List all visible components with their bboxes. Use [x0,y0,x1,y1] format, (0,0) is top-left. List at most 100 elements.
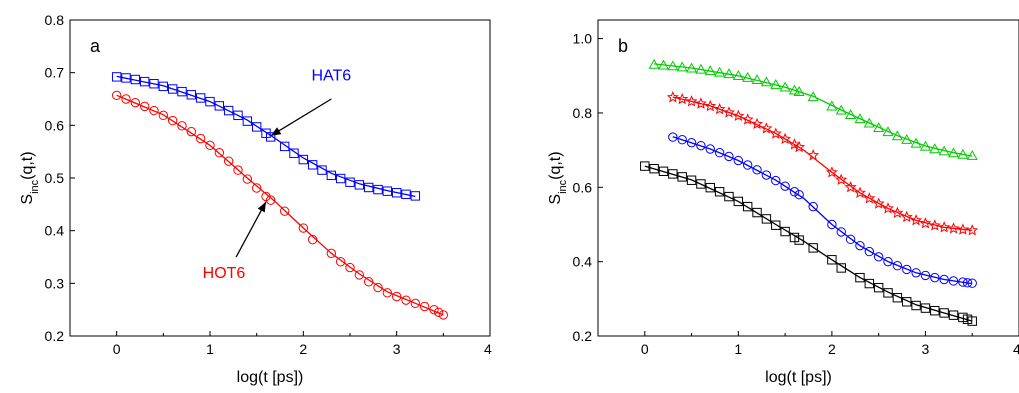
data-point [121,73,131,83]
data-point [345,262,355,273]
data-point [177,121,187,131]
data-point [732,109,745,122]
data-point [794,235,804,245]
y-tick-label: 0.2 [45,328,65,344]
data-point [947,222,960,234]
data-point [345,177,355,187]
annotation-label: HAT6 [311,68,351,85]
data-point [891,130,903,141]
data-point [298,154,309,165]
data-point [827,219,837,230]
data-point [892,261,903,271]
data-point [920,303,931,313]
data-point [205,140,215,151]
data-point [807,91,819,102]
fit-line [644,165,973,322]
data-point [214,101,225,111]
x-tick-label: 2 [299,341,307,357]
data-point [205,96,215,107]
data-point [438,310,449,320]
annotation: HOT6 [203,201,267,282]
data-point [677,135,687,145]
data-point [793,86,805,96]
data-point [686,62,698,73]
data-point [433,307,444,317]
data-point [666,91,679,103]
data-point [911,300,921,311]
data-point [751,74,763,85]
data-point [195,133,206,144]
data-point [121,94,131,104]
data-series [111,72,421,201]
data-point [835,104,847,115]
data-point [760,122,773,134]
annotation-arrow-head [270,127,282,136]
data-point [771,175,781,186]
data-point [751,117,764,130]
x-tick-label: 0 [641,341,649,357]
data-point [732,70,744,80]
data-point [686,137,697,148]
x-tick-label: 1 [206,341,214,357]
data-point [948,276,959,286]
data-point [873,282,884,293]
x-tick-label: 3 [922,341,930,357]
data-point [713,102,726,115]
data-point [429,304,439,315]
data-point [223,156,234,166]
data-point [676,61,688,72]
data-point [788,84,801,95]
data-series [111,90,449,320]
data-point [640,161,650,171]
data-point [695,63,707,74]
data-point [733,196,744,207]
fit-line [654,63,973,157]
data-point [657,59,670,70]
data-point [902,264,912,275]
data-point [863,117,875,128]
data-point [242,174,253,184]
data-point [668,132,678,142]
data-point [158,81,169,92]
y-tick-label: 0.8 [45,12,65,28]
data-point [794,190,804,200]
data-point [855,272,865,283]
data-point [410,191,421,201]
data-point [186,90,197,100]
data-point [186,126,197,137]
data-point [401,295,411,305]
data-point [780,226,790,237]
data-point [779,81,791,92]
data-point [419,301,430,312]
panel-label: b [618,36,628,56]
data-point [363,277,374,287]
data-point [195,93,206,103]
data-point [696,179,706,189]
data-point [962,278,973,288]
data-point [835,173,848,185]
panel-b: 0 1 2 3 4 0.2 0.4 0.6 0.8 1.0 log(t [ps]) Sinc(q,t)… [547,19,1019,386]
panel-label: a [90,36,101,56]
data-point [326,248,337,259]
x-tick-label: 1 [734,341,742,357]
x-tick-label: 0 [113,341,121,357]
data-point [149,79,159,89]
data-point [317,165,327,175]
data-point [214,148,225,158]
data-point [279,206,290,216]
data-point [741,113,754,125]
data-point [920,270,931,281]
data-point [667,60,679,71]
data-point [788,138,801,150]
y-tick-label: 0.2 [573,328,593,344]
y-tick-label: 0.5 [45,170,65,186]
y-axis-title: Sinc(q,t) [19,151,41,204]
data-point [233,165,243,175]
data-series [648,58,978,160]
data-point [919,140,931,151]
data-point [382,288,393,298]
fit-line [672,136,973,285]
data-point [845,109,857,119]
data-point [335,173,346,184]
data-point [854,113,866,124]
